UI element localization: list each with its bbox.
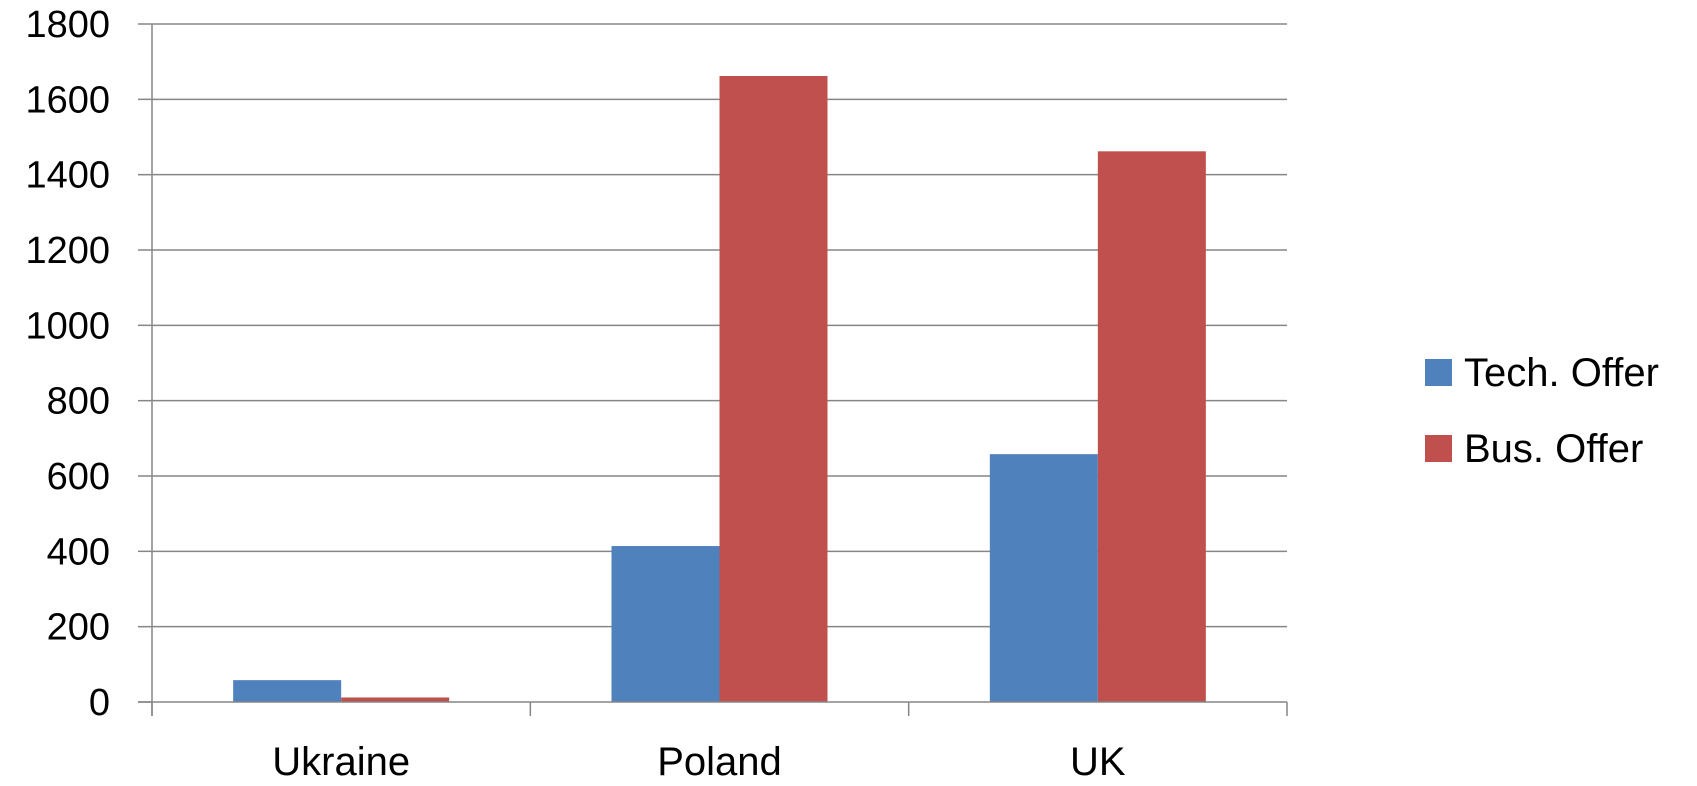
bar-bus-offer-uk [1097, 151, 1206, 702]
x-tick-labels: Ukraine Poland UK [272, 740, 1126, 784]
y-tick-label: 1600 [25, 79, 110, 121]
legend: Tech. Offer Bus. Offer [1425, 351, 1659, 471]
legend-swatch [1425, 359, 1452, 386]
y-tick-label: 800 [47, 381, 110, 423]
axes [138, 23, 1288, 716]
y-tick-label: 600 [47, 456, 110, 498]
bar-bus-offer-ukraine [341, 697, 450, 702]
y-tick-labels: 0 200 400 600 800 1000 1200 1400 1600 1800 [25, 4, 110, 724]
x-tick-label: UK [1070, 740, 1126, 781]
y-tick-label: 1400 [25, 155, 110, 197]
y-tick-label: 0 [89, 682, 110, 724]
legend-label: Bus. Offer [1464, 427, 1643, 471]
y-tick-label: 1200 [25, 230, 110, 272]
y-tick-label: 400 [47, 531, 110, 573]
bar-tech-offer-poland [611, 546, 720, 702]
x-tick-label: Ukraine [272, 740, 410, 781]
y-tick-label: 200 [47, 607, 110, 649]
bar-tech-offer-ukraine [233, 680, 342, 702]
x-tick-label: Poland [657, 740, 782, 781]
bar-bus-offer-poland [719, 75, 828, 703]
bars [233, 75, 1206, 703]
legend-swatch [1425, 435, 1452, 462]
y-tick-label: 1800 [25, 4, 110, 46]
bar-tech-offer-uk [989, 454, 1098, 702]
legend-label: Tech. Offer [1464, 351, 1659, 395]
y-tick-label: 1000 [25, 305, 110, 347]
